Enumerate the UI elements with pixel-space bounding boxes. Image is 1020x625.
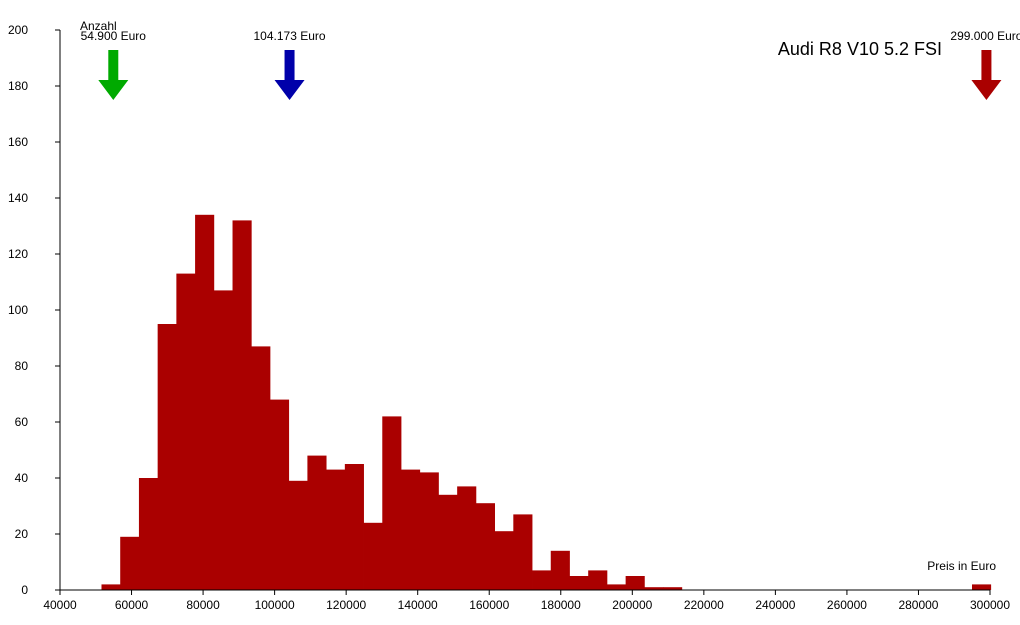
histogram-bar [176, 273, 196, 590]
ticks-layer: 0 20 40 60 80 100 120 140 160 180 200 40000 60000 800… [8, 23, 1010, 612]
histogram-bar [307, 455, 327, 590]
y-tick-label: 180 [8, 79, 28, 93]
histogram-bar [269, 399, 290, 590]
histogram-bar [232, 220, 252, 590]
x-axis-title: Preis in Euro [927, 559, 996, 573]
histogram-bar [625, 576, 645, 590]
histogram-bar [513, 514, 533, 590]
y-tick-label: 100 [8, 303, 28, 317]
histogram-bar [663, 587, 683, 590]
y-tick-label: 120 [8, 247, 28, 261]
x-tick-label: 100000 [255, 598, 295, 612]
x-tick-label: 40000 [43, 598, 77, 612]
down-arrow-icon [98, 50, 129, 100]
x-tick-label: 120000 [326, 598, 366, 612]
y-tick-label: 20 [15, 527, 29, 541]
bars-layer [101, 214, 992, 591]
histogram-bar [326, 469, 346, 590]
x-tick-label: 220000 [684, 598, 724, 612]
histogram-bar [419, 472, 439, 590]
histogram-bar [157, 324, 177, 590]
x-tick-label: 160000 [469, 598, 509, 612]
y-tick-label: 40 [15, 471, 29, 485]
histogram-bar [494, 531, 514, 590]
x-tick-label: 240000 [755, 598, 795, 612]
y-tick-label: 0 [21, 583, 28, 597]
histogram-bar [251, 346, 271, 590]
histogram-bar [213, 290, 233, 590]
histogram-bar [606, 584, 627, 590]
y-axis-title: Anzahl [80, 19, 117, 33]
x-tick-label: 180000 [541, 598, 581, 612]
histogram-bar [550, 550, 570, 590]
histogram-bar [288, 480, 308, 590]
histogram-bar [588, 570, 608, 590]
histogram-bar [101, 584, 121, 590]
x-tick-label: 260000 [827, 598, 867, 612]
x-tick-label: 280000 [898, 598, 938, 612]
marker-label: 299.000 Euro [950, 29, 1020, 43]
histogram-bar [457, 486, 477, 590]
chart-title: Audi R8 V10 5.2 FSI [778, 39, 942, 59]
x-tick-label: 300000 [970, 598, 1010, 612]
markers-layer: 54.900 Euro 104.173 Euro 299.000 Euro [81, 29, 1020, 100]
x-tick-label: 200000 [612, 598, 652, 612]
x-tick-label: 60000 [115, 598, 149, 612]
marker-label: 104.173 Euro [254, 29, 326, 43]
down-arrow-icon [971, 50, 1002, 100]
histogram-bar [569, 576, 589, 590]
histogram-bar [120, 536, 140, 590]
histogram-bar [195, 214, 215, 591]
histogram-bar [971, 584, 992, 590]
y-tick-label: 200 [8, 23, 28, 37]
down-arrow-icon [274, 50, 305, 100]
y-tick-label: 160 [8, 135, 28, 149]
histogram-bar [532, 570, 552, 590]
histogram-bar [644, 587, 664, 590]
histogram-bar [363, 522, 383, 590]
marker-label: 54.900 Euro [81, 29, 147, 43]
histogram-bar [475, 503, 495, 590]
histogram-bar [438, 494, 458, 590]
histogram-bar [400, 469, 421, 590]
x-tick-label: 80000 [186, 598, 220, 612]
histogram-bar [382, 416, 402, 590]
y-tick-label: 60 [15, 415, 29, 429]
x-tick-label: 140000 [398, 598, 438, 612]
y-tick-label: 140 [8, 191, 28, 205]
histogram-bar [344, 464, 364, 590]
histogram-bar [138, 478, 159, 590]
y-tick-label: 80 [15, 359, 29, 373]
